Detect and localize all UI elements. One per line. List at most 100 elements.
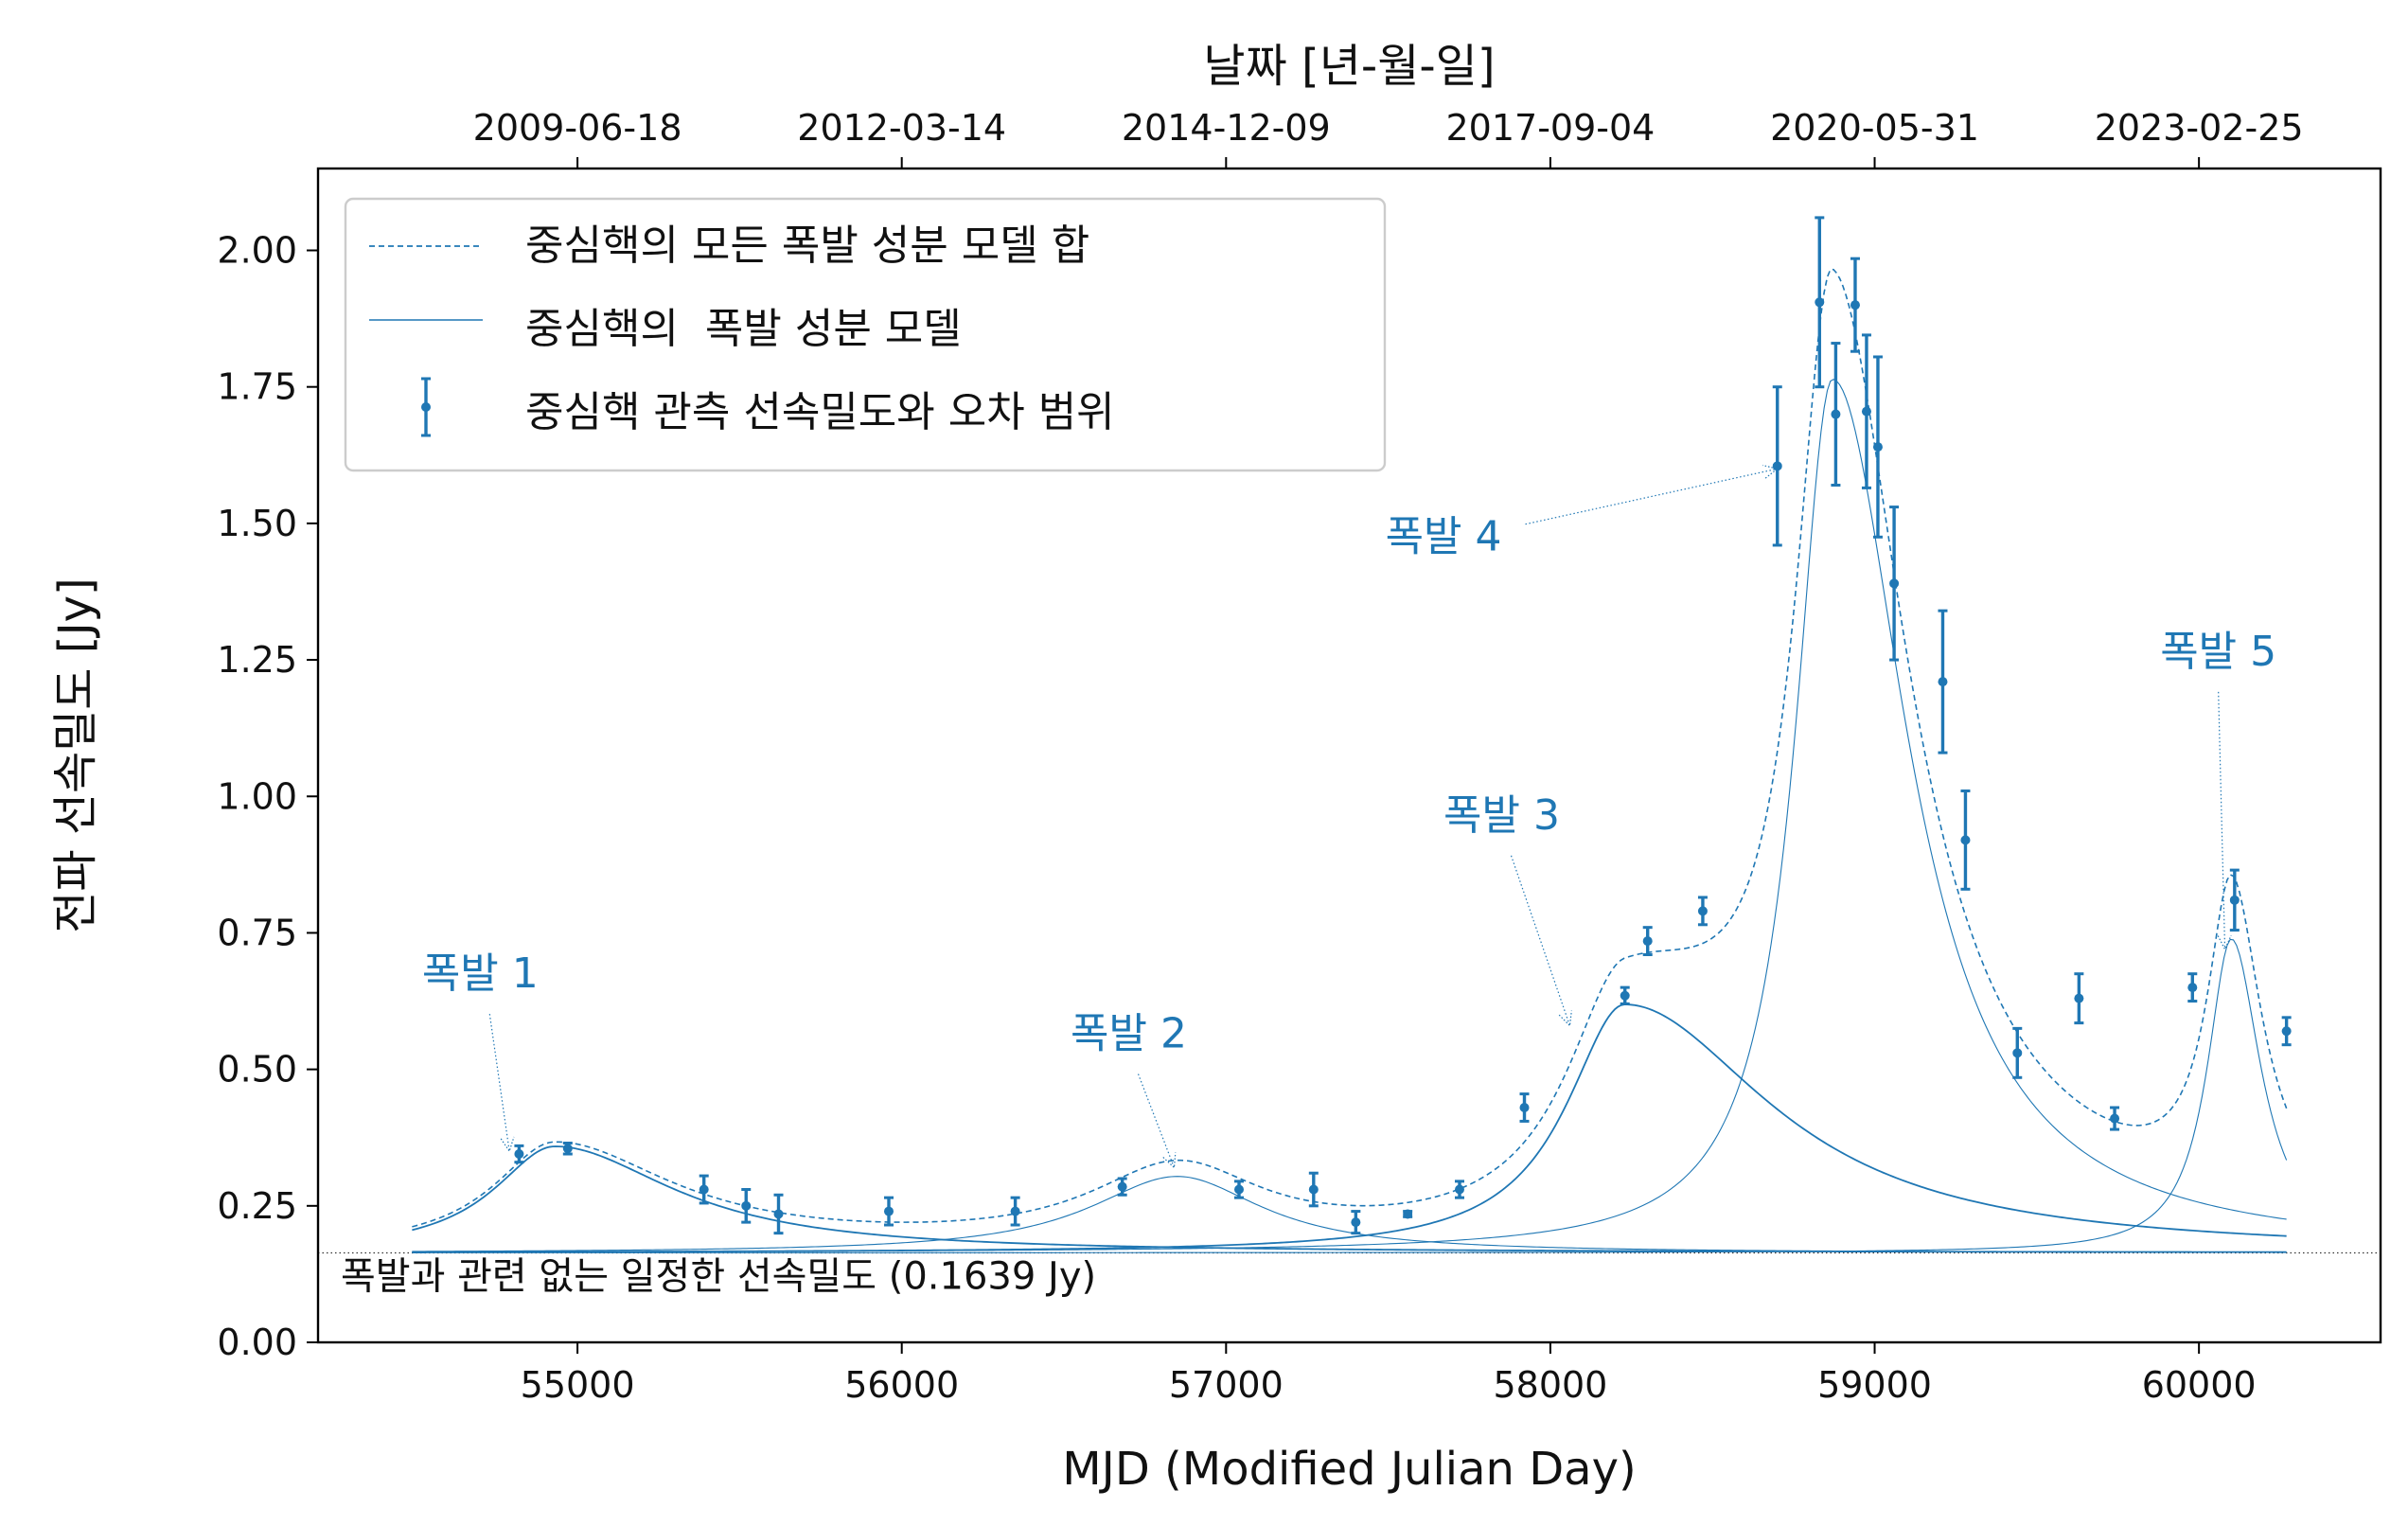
top-tick-label: 2009-06-18 xyxy=(473,107,682,149)
flare-component-5 xyxy=(412,938,2288,1253)
y-tick-label: 1.75 xyxy=(217,366,297,408)
data-point xyxy=(773,1209,784,1219)
data-point xyxy=(514,1149,524,1160)
observation-point xyxy=(1831,342,1841,488)
observation-point xyxy=(514,1144,524,1164)
data-point xyxy=(1308,1184,1319,1195)
flare-component-2 xyxy=(412,1176,2287,1253)
data-point xyxy=(1815,297,1825,308)
data-point xyxy=(1403,1209,1413,1219)
x-tick-label: 56000 xyxy=(844,1364,959,1406)
observation-point xyxy=(1861,333,1871,489)
data-point xyxy=(2110,1113,2120,1124)
observation-point xyxy=(1872,355,1883,539)
observation-point xyxy=(699,1174,709,1205)
top-tick-label: 2014-12-09 xyxy=(1122,107,1331,149)
observation-point xyxy=(773,1193,784,1235)
top-tick-label: 2012-03-14 xyxy=(797,107,1006,149)
x-tick-label: 57000 xyxy=(1169,1364,1284,1406)
legend-box xyxy=(344,197,1387,472)
data-point xyxy=(1938,677,1948,687)
observation-point xyxy=(1234,1180,1245,1199)
observation-point xyxy=(1117,1177,1127,1197)
data-point xyxy=(2187,983,2198,993)
observation-point xyxy=(1697,896,1708,927)
observation-point xyxy=(2012,1026,2023,1079)
data-point xyxy=(1831,409,1841,419)
flare-label-2: 폭발 2 xyxy=(1071,1010,1187,1058)
x-axis-title: MJD (Modified Julian Day) xyxy=(1062,1443,1636,1496)
flare-component-4 xyxy=(412,379,2287,1253)
flare-label-1: 폭발 1 xyxy=(422,949,539,998)
data-point xyxy=(883,1206,894,1216)
observation-point xyxy=(2074,972,2084,1025)
data-point xyxy=(1872,442,1883,452)
y-tick-label: 0.00 xyxy=(217,1322,297,1363)
axes: 55000 56000 57000 58000 59000 60000 2009-06-18… xyxy=(49,40,2382,1496)
baseline-label: 폭발과 관련 없는 일정한 선속밀도 (0.1639 Jy) xyxy=(341,1254,1096,1298)
observation-point xyxy=(741,1188,752,1224)
y-tick-label: 1.25 xyxy=(217,639,297,681)
data-point xyxy=(562,1144,573,1154)
data-point xyxy=(1850,300,1860,311)
y-tick-label: 0.75 xyxy=(217,912,297,953)
observation-point xyxy=(1351,1210,1361,1235)
observation-point xyxy=(2229,868,2240,932)
observation-point xyxy=(1620,985,1630,1005)
observation-point xyxy=(1403,1209,1413,1219)
top-tick-label: 2023-02-25 xyxy=(2095,107,2304,149)
data-point xyxy=(1519,1103,1530,1112)
y-tick-label: 2.00 xyxy=(217,230,297,272)
observation-point xyxy=(1308,1171,1319,1208)
observation-point xyxy=(2187,972,2198,1003)
y-tick-label: 1.50 xyxy=(217,503,297,544)
y-axis-title: 전파 선속밀도 [Jy] xyxy=(49,577,102,933)
flare-arrow-2 xyxy=(1137,1074,1176,1168)
legend-entry-1: 중심핵의 모든 폭발 성분 모델 합 xyxy=(525,222,1089,270)
observation-point xyxy=(1850,257,1860,353)
data-point xyxy=(2229,895,2240,905)
legend-swatch-point xyxy=(421,402,431,412)
data-point xyxy=(2012,1048,2023,1058)
observation-point xyxy=(1010,1196,1020,1227)
observation-point xyxy=(1454,1180,1464,1199)
y-tick-label: 0.25 xyxy=(217,1185,297,1227)
top-tick-label: 2020-05-31 xyxy=(1770,107,1979,149)
data-point xyxy=(1889,578,1900,589)
flare-arrow-5 xyxy=(2218,691,2226,949)
data-point xyxy=(1697,906,1708,916)
data-point xyxy=(699,1184,709,1195)
data-point xyxy=(1454,1184,1464,1195)
data-point xyxy=(1234,1184,1245,1195)
legend-entry-3: 중심핵 관측 선속밀도와 오차 범위 xyxy=(525,388,1115,436)
observation-point xyxy=(1642,926,1653,957)
data-point xyxy=(2074,993,2084,1003)
top-tick-label: 2017-09-04 xyxy=(1445,107,1655,149)
data-point xyxy=(1620,990,1630,1001)
observation-point xyxy=(2281,1016,2292,1047)
x-tick-label: 58000 xyxy=(1493,1364,1607,1406)
y-tick-label: 0.50 xyxy=(217,1049,297,1091)
observation-point xyxy=(1960,789,1971,891)
observation-point xyxy=(1938,609,1948,754)
data-point xyxy=(741,1200,752,1211)
flare-label-5: 폭발 5 xyxy=(2160,628,2276,676)
data-point xyxy=(1861,406,1871,417)
x-tick-label: 60000 xyxy=(2142,1364,2257,1406)
flare-label-4: 폭발 4 xyxy=(1386,513,1502,561)
data-point xyxy=(2281,1026,2292,1037)
observation-point xyxy=(883,1196,894,1227)
observation-point xyxy=(1519,1092,1530,1123)
flare-arrow-4 xyxy=(1525,468,1778,525)
observation-point xyxy=(1815,216,1825,389)
plot-area: 폭발과 관련 없는 일정한 선속밀도 (0.1639 Jy) 폭발 1 폭발 2 폭발… xyxy=(318,216,2381,1298)
observation-point xyxy=(2110,1106,2120,1131)
legend-entry-2: 중심핵의 폭발 성분 모델 xyxy=(525,305,962,353)
data-point xyxy=(1960,835,1971,845)
plot-frame xyxy=(316,167,2382,1344)
data-point xyxy=(1642,936,1653,947)
top-axis-title: 날짜 [년-월-일] xyxy=(1203,40,1495,93)
data-point xyxy=(1010,1206,1020,1216)
flare-label-3: 폭발 3 xyxy=(1443,791,1560,840)
